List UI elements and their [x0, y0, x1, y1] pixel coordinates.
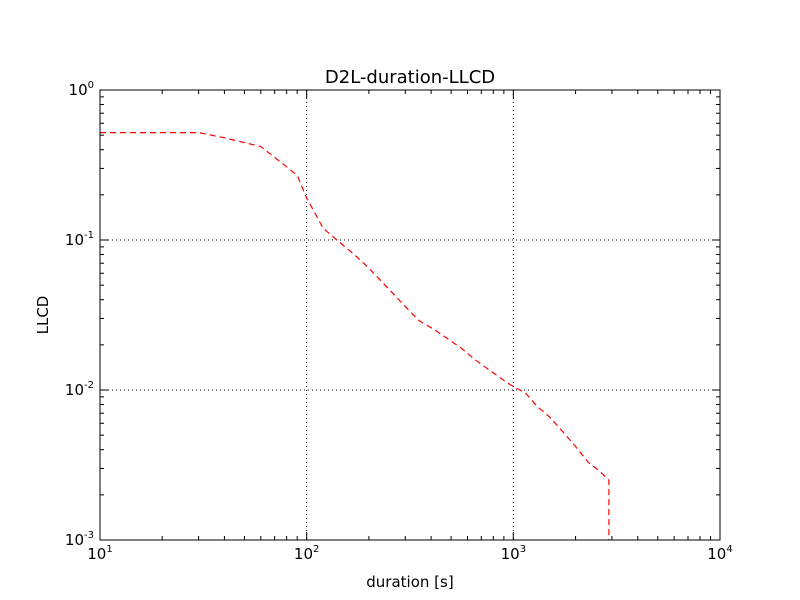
x-axis-label: duration [s]: [366, 573, 453, 591]
x-tick-label: 102: [294, 544, 319, 563]
chart-title: D2L-duration-LLCD: [325, 67, 495, 88]
y-tick-label: 10-2: [65, 380, 94, 399]
x-tick-label: 103: [501, 544, 526, 563]
y-tick-label: 100: [69, 80, 94, 99]
y-tick-label: 10-3: [65, 530, 94, 549]
grid-layer: [100, 90, 720, 540]
y-tick-label: 10-1: [65, 230, 94, 249]
series-layer: [100, 132, 610, 540]
plot-frame: [99, 89, 721, 541]
tick-layer: 101 102 103 104 100 10-1 10-2 10-3: [65, 80, 733, 563]
series-line-0: [100, 132, 610, 540]
x-tick-label: 104: [707, 544, 732, 563]
y-axis-label: LLCD: [34, 296, 52, 335]
x-tick-label: 101: [87, 544, 112, 563]
